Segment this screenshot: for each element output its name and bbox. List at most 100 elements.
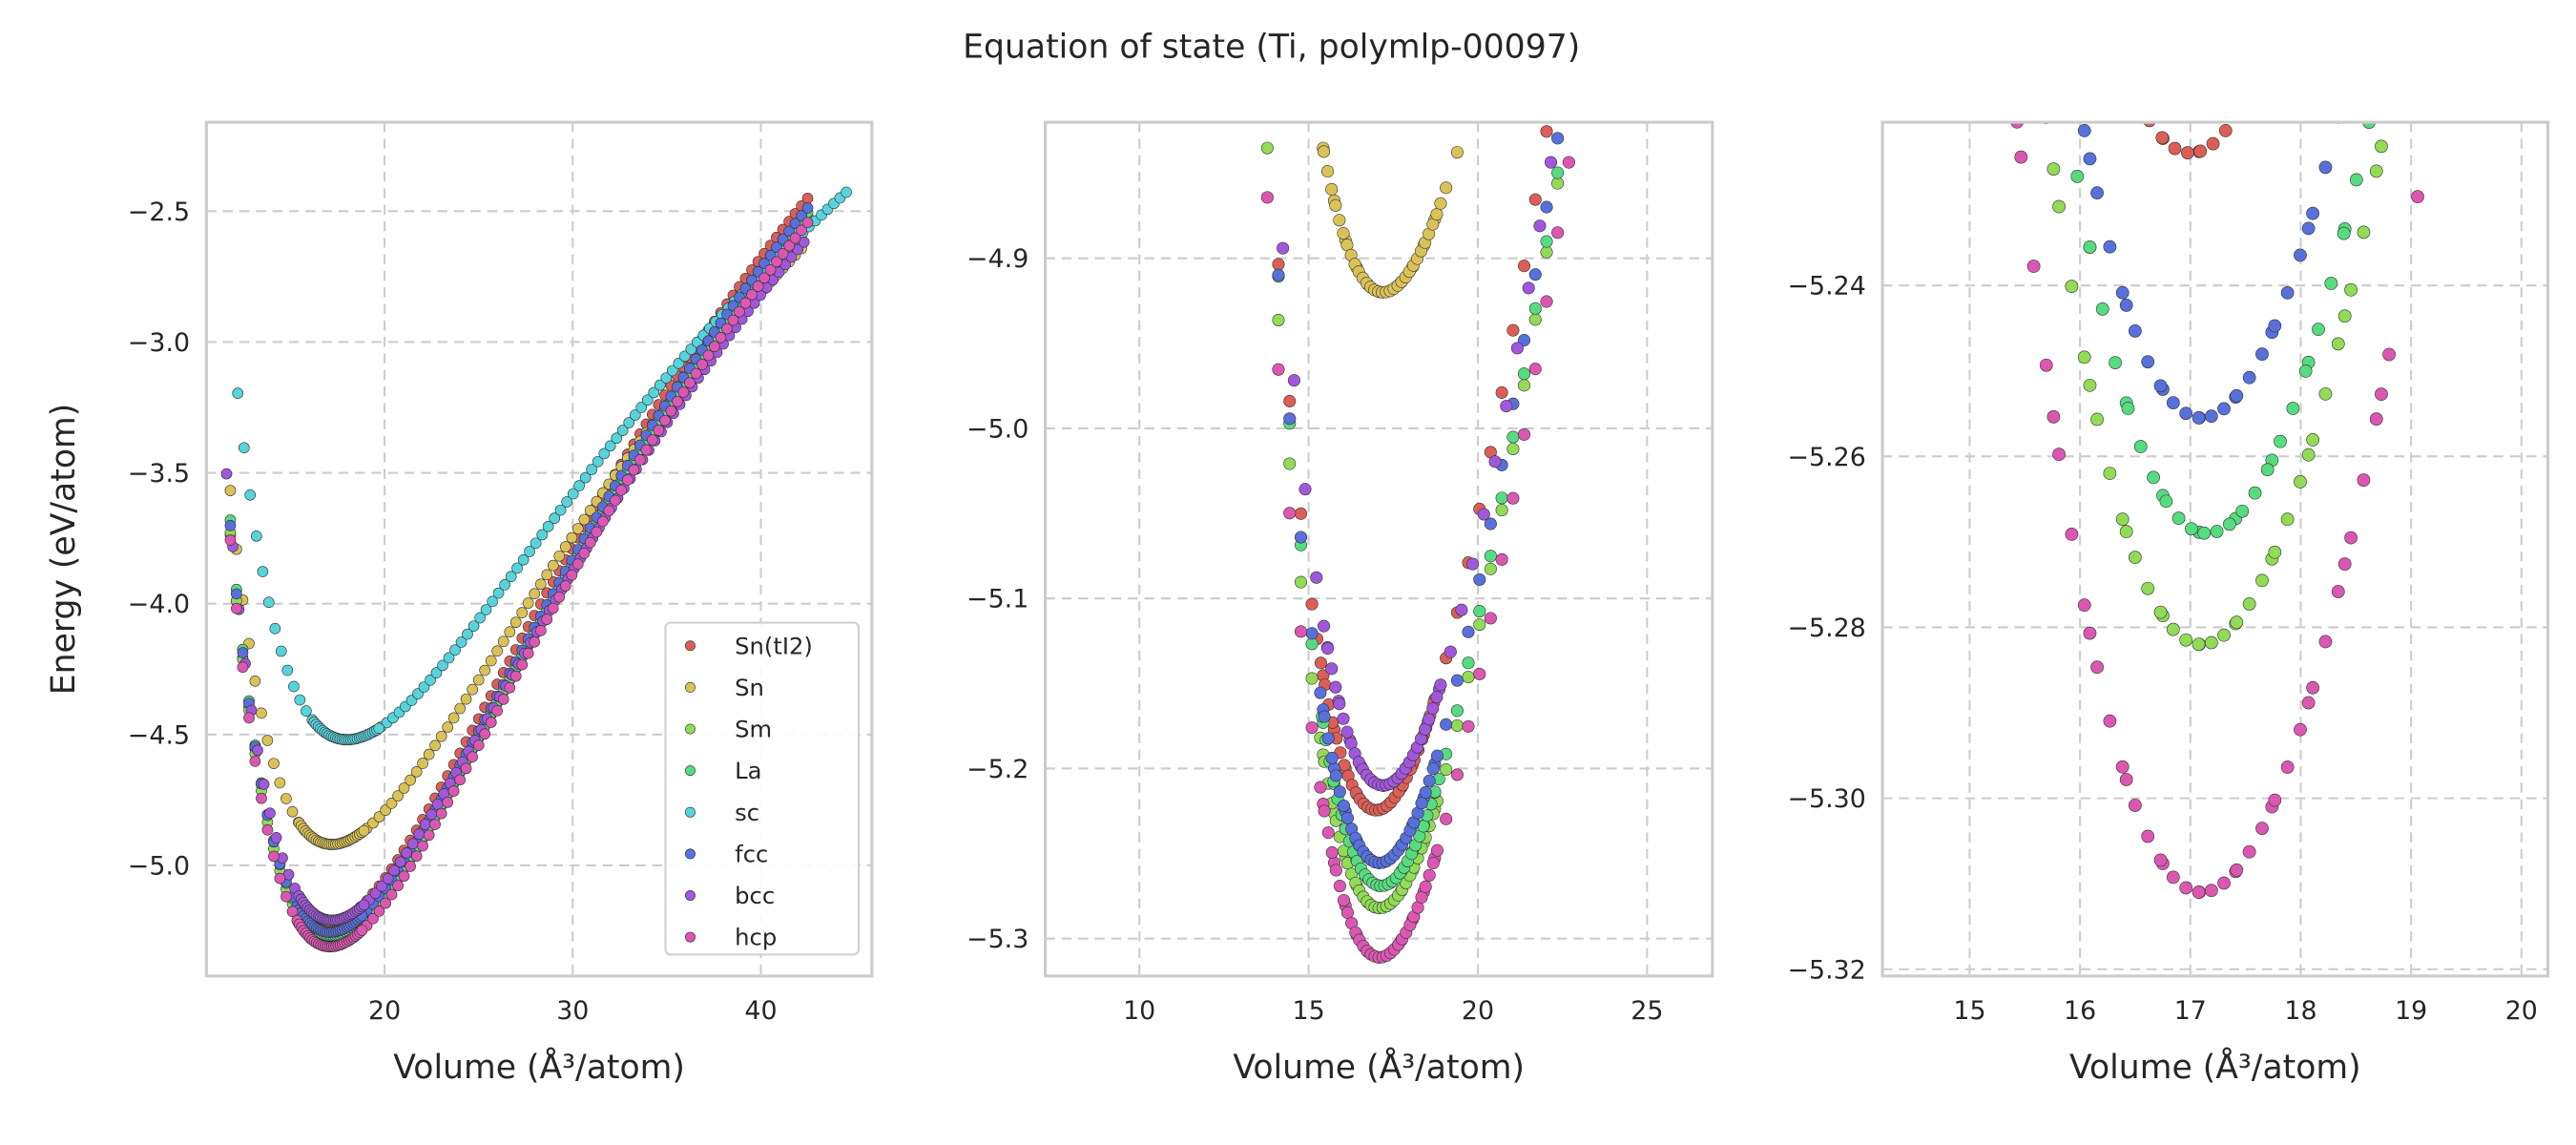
- data-point: [2318, 635, 2333, 649]
- data-point: [646, 434, 658, 446]
- data-point: [648, 386, 660, 399]
- data-point: [764, 263, 777, 276]
- data-point: [783, 239, 795, 252]
- x-axis-label: Volume (Å³/atom): [2069, 1046, 2361, 1087]
- legend-item: sc: [684, 800, 759, 826]
- data-point: [2095, 302, 2109, 316]
- data-point: [801, 193, 814, 204]
- data-point: [1517, 334, 1531, 347]
- data-point: [454, 702, 467, 715]
- x-tick-label: 20: [1462, 996, 1494, 1026]
- y-tick-label: −5.24: [1788, 272, 1866, 302]
- data-point: [1340, 725, 1354, 739]
- data-point: [2077, 350, 2091, 364]
- data-point: [603, 505, 615, 517]
- data-point: [1305, 637, 1319, 651]
- data-point: [1310, 571, 1323, 584]
- data-point: [1500, 400, 1513, 413]
- data-point: [426, 808, 438, 821]
- data-point: [549, 512, 561, 524]
- data-point: [571, 558, 584, 571]
- data-point: [1318, 619, 1331, 633]
- data-point: [2337, 309, 2352, 323]
- data-point: [1455, 603, 1468, 616]
- data-point: [429, 819, 441, 830]
- data-point: [801, 217, 814, 229]
- data-point: [1488, 455, 1502, 468]
- data-point: [497, 635, 509, 648]
- legend-item: Sm: [684, 717, 772, 743]
- data-point: [358, 824, 370, 837]
- legend-marker: [684, 889, 696, 901]
- x-tick-label: 16: [2064, 996, 2096, 1026]
- data-point: [274, 872, 286, 885]
- series-fcc: [1272, 132, 1565, 869]
- data-point: [301, 705, 312, 717]
- data-point: [2141, 355, 2155, 369]
- data-point: [2141, 829, 2155, 843]
- data-point: [1337, 893, 1351, 907]
- data-point: [522, 597, 534, 609]
- data-point: [2324, 277, 2338, 290]
- x-tick-label: 15: [1953, 996, 1985, 1026]
- data-point: [1450, 718, 1464, 732]
- data-point: [425, 674, 436, 686]
- data-point: [2217, 876, 2231, 890]
- y-tick-label: −5.0: [128, 851, 190, 881]
- data-point: [437, 659, 448, 672]
- data-point: [1321, 641, 1335, 656]
- data-point: [2159, 494, 2173, 509]
- x-tick-label: 17: [2174, 996, 2207, 1026]
- data-point: [2052, 199, 2066, 214]
- data-point: [1294, 507, 1308, 520]
- data-point: [1283, 457, 1297, 470]
- y-tick-label: −5.3: [966, 925, 1028, 954]
- data-point: [462, 628, 473, 640]
- data-point: [252, 744, 263, 757]
- data-point: [509, 616, 522, 629]
- data-point: [2268, 793, 2282, 807]
- data-point: [1450, 768, 1464, 781]
- data-point: [1510, 342, 1524, 355]
- data-point: [2052, 448, 2066, 462]
- data-point: [480, 604, 492, 615]
- data-point: [1423, 713, 1436, 726]
- data-point: [1325, 182, 1339, 196]
- data-point: [1495, 504, 1508, 517]
- data-point: [1283, 394, 1297, 407]
- data-point: [472, 674, 485, 686]
- data-point: [1430, 843, 1444, 857]
- data-point: [1318, 804, 1331, 818]
- axes-frame: [1880, 120, 2550, 978]
- data-point: [1415, 890, 1428, 905]
- data-point: [1294, 531, 1308, 544]
- data-point: [571, 523, 584, 534]
- data-point: [2185, 522, 2198, 536]
- data-point: [1283, 412, 1297, 426]
- data-point: [727, 314, 739, 326]
- y-tick-label: −3.5: [128, 459, 190, 489]
- data-point: [1462, 656, 1475, 670]
- data-point: [678, 350, 691, 363]
- data-point: [1287, 374, 1300, 387]
- data-point: [2090, 412, 2104, 427]
- data-point: [491, 705, 503, 717]
- data-point: [261, 735, 274, 746]
- legend-marker: [684, 765, 696, 777]
- series-sn-ti2-: [2143, 122, 2240, 160]
- legend-marker: [684, 681, 696, 693]
- data-point: [666, 364, 678, 377]
- data-point: [2153, 605, 2168, 619]
- data-point: [499, 579, 510, 591]
- data-point: [2121, 402, 2135, 415]
- data-point: [591, 526, 603, 538]
- data-point: [2306, 206, 2319, 220]
- y-tick-label: −5.26: [1788, 443, 1866, 472]
- data-point: [615, 484, 628, 496]
- y-tick-label: −4.0: [128, 590, 190, 619]
- data-point: [584, 536, 596, 549]
- data-point: [1462, 670, 1475, 684]
- data-point: [1260, 141, 1274, 155]
- data-point: [1466, 557, 1480, 571]
- data-point: [485, 655, 497, 667]
